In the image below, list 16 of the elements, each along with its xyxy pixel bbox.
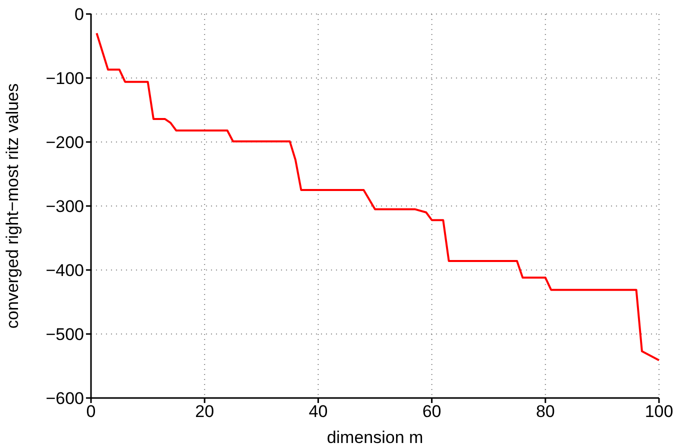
x-tick-label: 0 (86, 402, 96, 422)
y-tick-label: −100 (46, 69, 84, 88)
x-tick-label: 80 (536, 402, 555, 422)
y-tick-label: −600 (46, 389, 84, 408)
y-axis-title: converged right−most ritz values (3, 83, 22, 329)
line-series (96, 32, 659, 362)
y-tick-label: −300 (46, 197, 84, 216)
y-tick-label: 0 (74, 5, 84, 24)
x-tick-label: 100 (644, 402, 674, 422)
y-tick-label: −200 (46, 133, 84, 152)
y-tick-label: −400 (46, 261, 84, 280)
y-tick-label: −500 (46, 325, 84, 344)
x-tick-label: 20 (195, 402, 214, 422)
x-axis-title: dimension m (326, 428, 424, 445)
x-tick-label: 40 (308, 402, 328, 422)
x-tick-label: 60 (422, 402, 442, 422)
